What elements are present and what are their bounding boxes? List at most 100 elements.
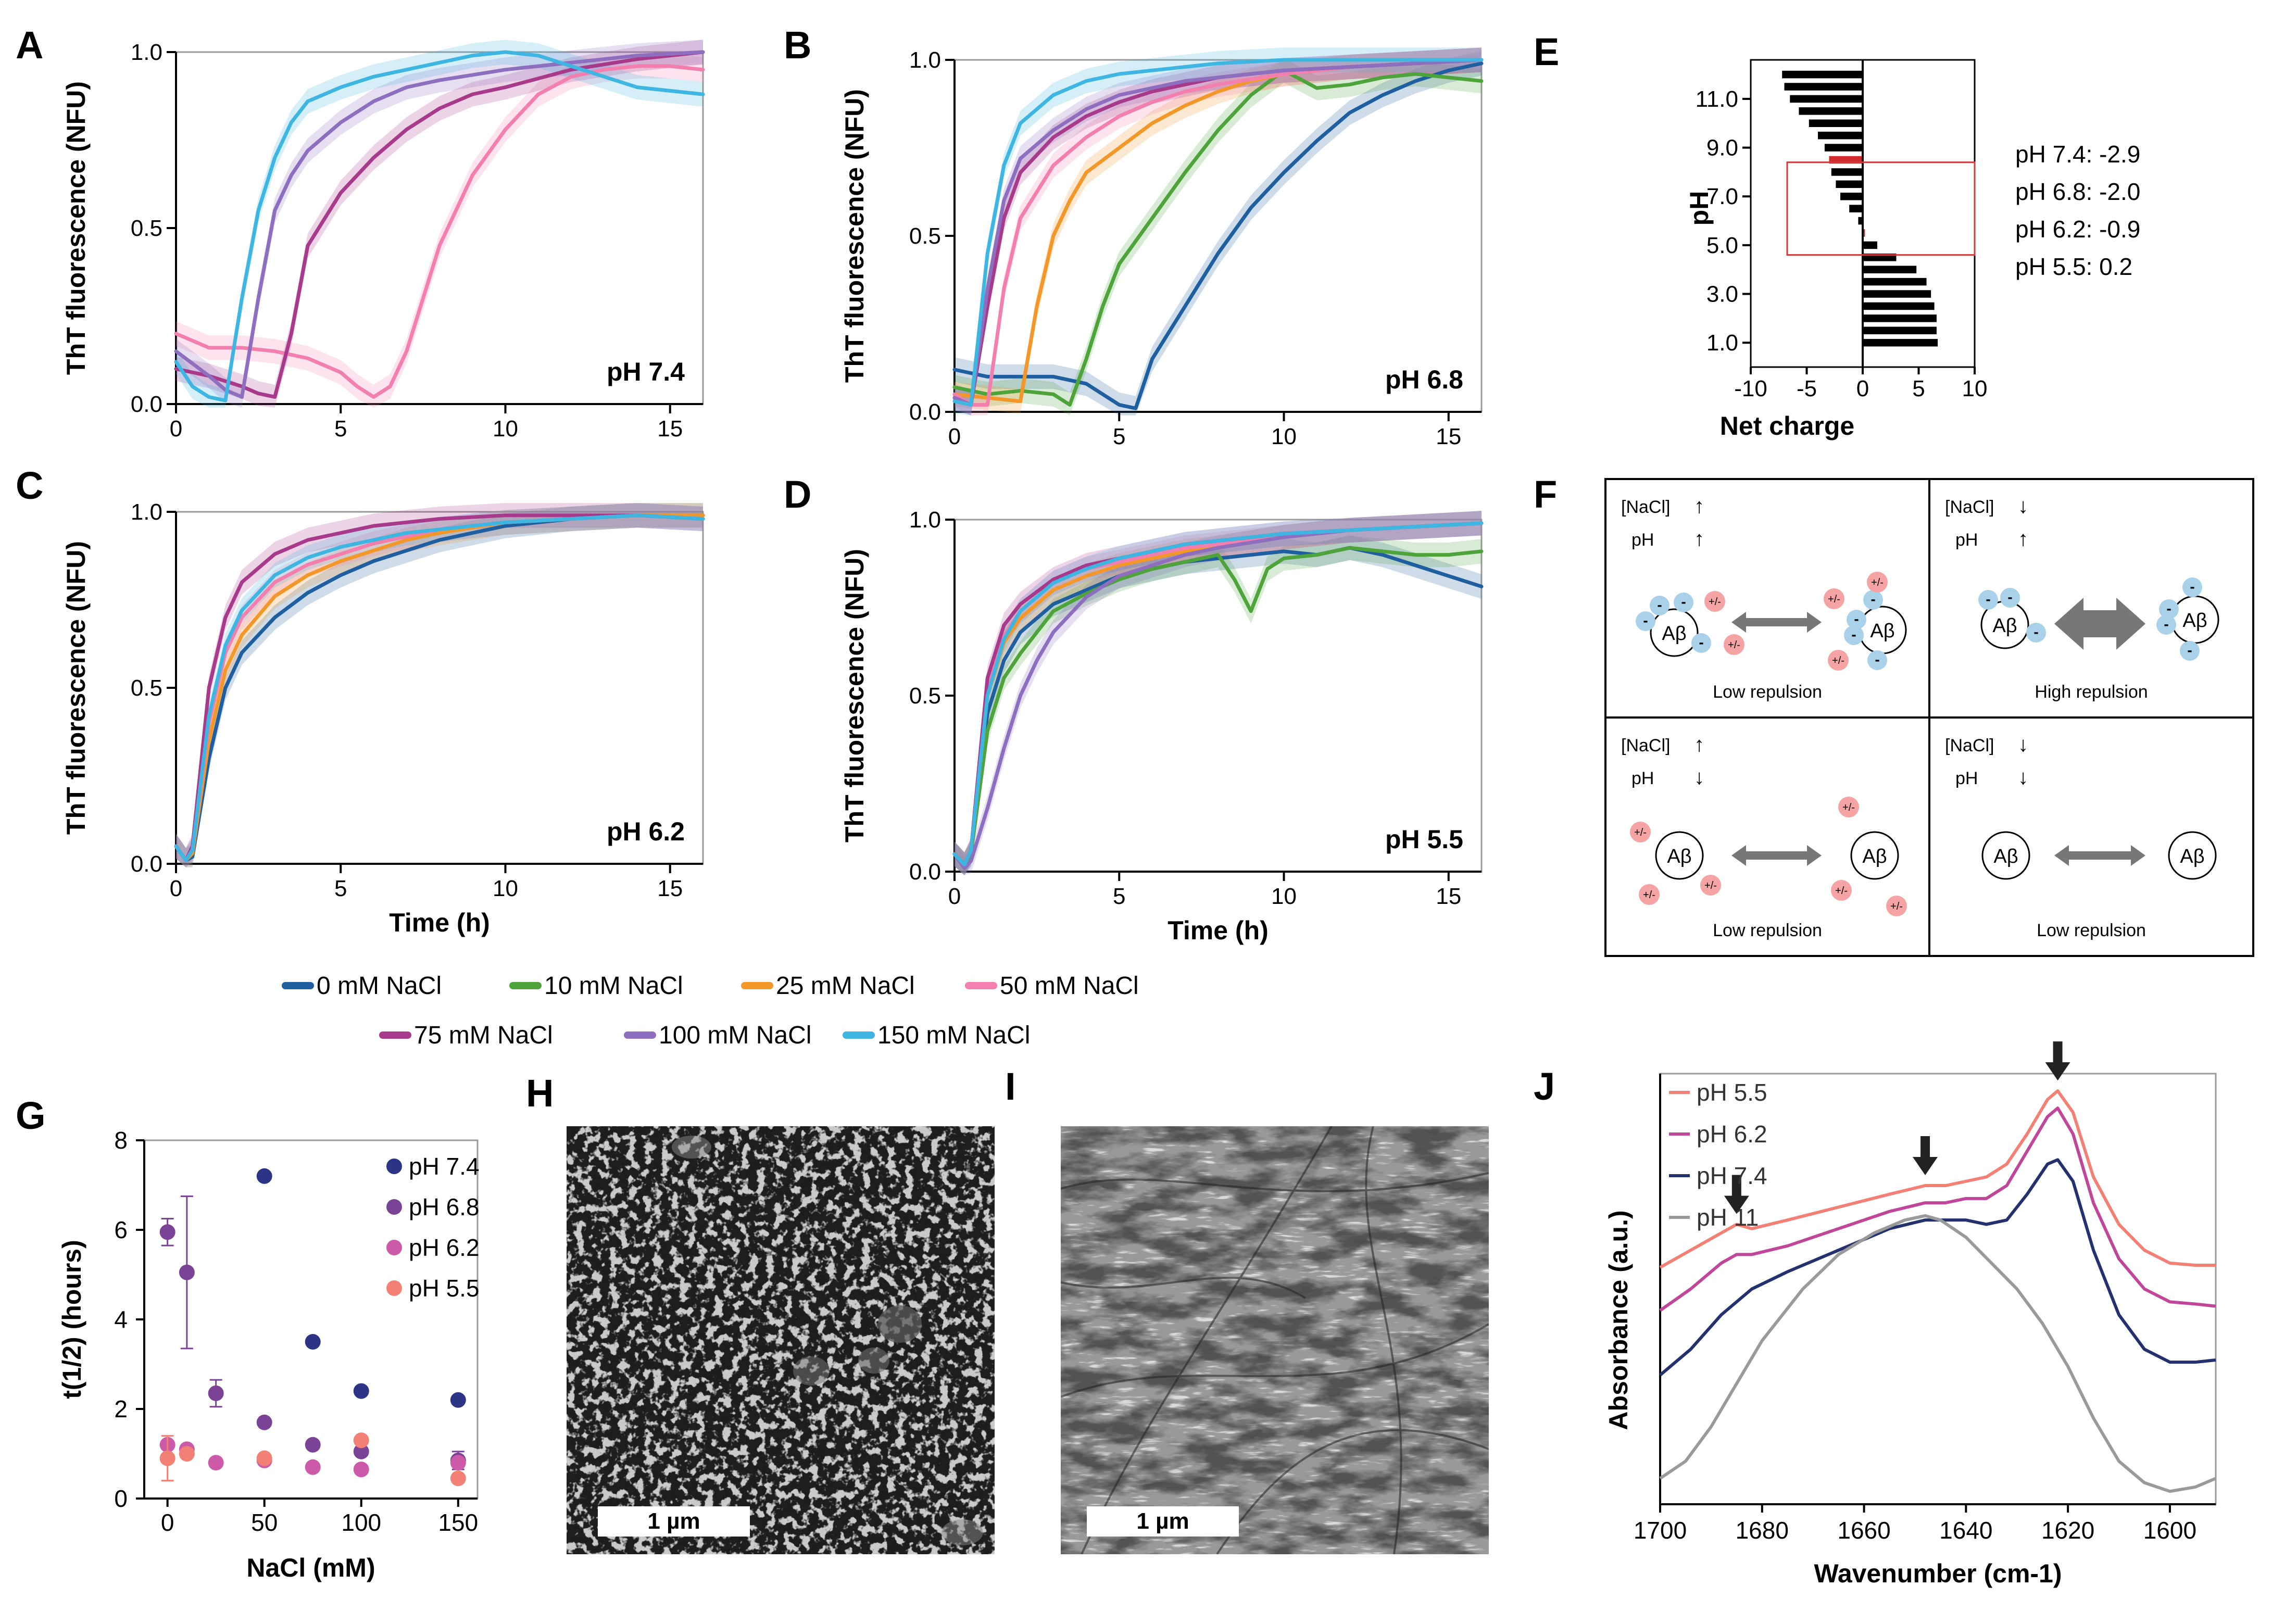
panel-g-point-ph-7-4	[305, 1334, 321, 1350]
panel-e-bar	[1858, 217, 1863, 225]
negative-charge-sign: -	[2187, 642, 2192, 658]
panel-g-point-ph-7-4	[450, 1392, 466, 1408]
panel-g-xtick-label: 150	[438, 1509, 478, 1536]
repulsion-arrow	[2054, 845, 2145, 866]
panel-e-bar	[1836, 180, 1863, 188]
panel-g-xtick-label: 0	[161, 1509, 174, 1536]
counter-ion-label: +/-	[1835, 885, 1848, 897]
panel-g-point-ph-6-2	[208, 1455, 224, 1471]
panel-c-ytick-label: 1.0	[131, 499, 162, 525]
panel-j-ylabel: Absorbance (a.u.)	[1604, 1210, 1633, 1430]
panel-e-net-charge: -10 -5 0 5 10 1.0 3.0 5.0 7.0 9.0 11.0 Net charge pH…	[1685, 59, 2140, 440]
panel-e-bar	[1863, 266, 1917, 273]
panel-g-legend-marker	[386, 1280, 402, 1296]
abeta-peptide	[1850, 831, 1899, 880]
counter-ion	[1700, 875, 1721, 896]
panel-g-point-ph-7-4	[353, 1383, 369, 1399]
panel-b-xtick-label: 15	[1436, 424, 1461, 449]
panel-e-xlabel: Net charge	[1720, 411, 1854, 440]
nacl-arrow: ↓	[2018, 733, 2028, 756]
repulsion-caption: Low repulsion	[2037, 921, 2146, 940]
nacl-label: [NaCl]	[1945, 497, 1994, 517]
panel-a-line-50-mm-nacl	[174, 64, 705, 399]
ph-label: pH	[1631, 769, 1654, 788]
panel-g-ytick-label: 6	[114, 1216, 128, 1243]
panel-j-xtick-label: 1700	[1634, 1517, 1687, 1544]
negative-charge-sign: -	[1871, 591, 1875, 607]
panel-d-ph-label: pH 5.5	[1385, 825, 1463, 854]
counter-ion	[1724, 634, 1744, 655]
panel-c-ytick-label: 0.5	[131, 675, 162, 701]
panel-j-xtick-label: 1600	[2143, 1517, 2196, 1544]
panel-letter-g: G	[16, 1094, 46, 1137]
panel-letter-d: D	[784, 473, 811, 516]
negative-charge	[1844, 625, 1864, 645]
legend-label-150-mm-nacl: 150 mM NaCl	[877, 1022, 1030, 1049]
panel-g-legend-label: pH 7.4	[409, 1153, 480, 1180]
panel-f-repulsion-scheme: [NaCl] ↑ pH ↑ Low repulsion [NaCl] ↓ pH ↑ High re…	[1604, 478, 2254, 957]
panel-e-ytick-label: 9.0	[1706, 135, 1738, 161]
panel-c-xtick-label: 10	[493, 876, 518, 901]
panel-c-band-25-mm-nacl	[176, 503, 703, 867]
legend-label-50-mm-nacl: 50 mM NaCl	[1000, 972, 1139, 1000]
panel-e-bar	[1863, 241, 1877, 249]
panel-j-line-ph-5-5	[1659, 1089, 2216, 1269]
negative-charge	[2156, 615, 2176, 635]
panel-c-band-75-mm-nacl	[176, 503, 703, 867]
panel-b-xtick-label: 10	[1271, 424, 1297, 449]
negative-charge	[1863, 590, 1883, 610]
negative-charge-sign: -	[1699, 634, 1703, 650]
panel-b-line-100-mm-nacl	[952, 58, 1484, 407]
negative-charge	[2180, 641, 2200, 661]
abeta-label: Aβ	[1667, 846, 1691, 867]
panel-b-ytick-label: 0.0	[909, 399, 941, 425]
panel-a-xtick-label: 15	[657, 416, 683, 442]
abeta-label: Aβ	[2182, 610, 2207, 632]
panel-j-xlabel: Wavenumber (cm-1)	[1814, 1559, 2062, 1588]
abeta-label: Aβ	[1870, 620, 1894, 642]
panel-c-tht-ph62: 0 5 10 15 0.0 0.5 1.0 ThT fluorescence (NFU) Tim…	[61, 499, 705, 937]
panel-g-point-ph-6-2	[353, 1462, 369, 1478]
counter-ion	[1838, 797, 1859, 817]
panel-c-xtick-label: 0	[170, 876, 182, 901]
panel-d-line-150-mm-nacl	[952, 521, 1484, 866]
micrograph-i: 1 µm	[1061, 1126, 1489, 1554]
panel-j-legend-label: pH 5.5	[1697, 1079, 1767, 1106]
negative-charge	[2026, 623, 2046, 643]
repulsion-caption: Low repulsion	[1713, 921, 1822, 940]
counter-ion	[1828, 650, 1849, 671]
panel-c-line-75-mm-nacl	[174, 513, 705, 862]
panel-j-xtick-label: 1660	[1837, 1517, 1890, 1544]
panel-g-point-ph-6-8	[208, 1385, 224, 1401]
panel-e-annotation: pH 5.5: 0.2	[2015, 253, 2132, 280]
repulsion-arrow	[1731, 845, 1822, 866]
panel-d-line-75-mm-nacl	[952, 521, 1484, 866]
panel-j-line-ph-6-2	[1659, 1106, 2216, 1312]
panel-b-line-0-mm-nacl	[952, 61, 1484, 410]
panel-c-xtick-label: 15	[657, 876, 683, 901]
negative-charge-sign: -	[1851, 626, 1856, 643]
panel-a-ylabel: ThT fluorescence (NFU)	[61, 81, 91, 375]
panel-letter-j: J	[1534, 1065, 1555, 1108]
panel-a-line-75-mm-nacl	[174, 50, 705, 399]
panel-c-ph-label: pH 6.2	[607, 817, 685, 846]
panel-e-bar	[1799, 107, 1863, 115]
panel-a-ytick-label: 1.0	[131, 40, 162, 65]
panel-e-bar	[1863, 290, 1931, 298]
ph-label: pH	[1955, 769, 1978, 788]
negative-charge-sign: -	[1854, 611, 1859, 627]
panel-a-line-100-mm-nacl	[174, 50, 705, 399]
ph-arrow: ↑	[1694, 527, 1704, 550]
negative-charge-sign: -	[2166, 600, 2171, 616]
counter-ion-label: +/-	[1890, 901, 1903, 912]
repulsion-arrow	[2054, 598, 2145, 650]
panel-g-point-ph-5-5	[256, 1450, 272, 1466]
panel-e-bar	[1818, 131, 1863, 140]
panel-g-legend-label: pH 6.8	[409, 1193, 480, 1220]
nacl-label: [NaCl]	[1621, 736, 1670, 756]
ph-arrow: ↓	[1694, 766, 1704, 789]
panel-e-xtick-label: 0	[1856, 376, 1869, 401]
panel-d-tht-ph55: 0 5 10 15 0.0 0.5 1.0 ThT fluorescence (NFU) Tim…	[840, 507, 1484, 945]
panel-e-ytick-label: 5.0	[1706, 233, 1738, 258]
panel-g-point-ph-6-2	[305, 1459, 321, 1475]
